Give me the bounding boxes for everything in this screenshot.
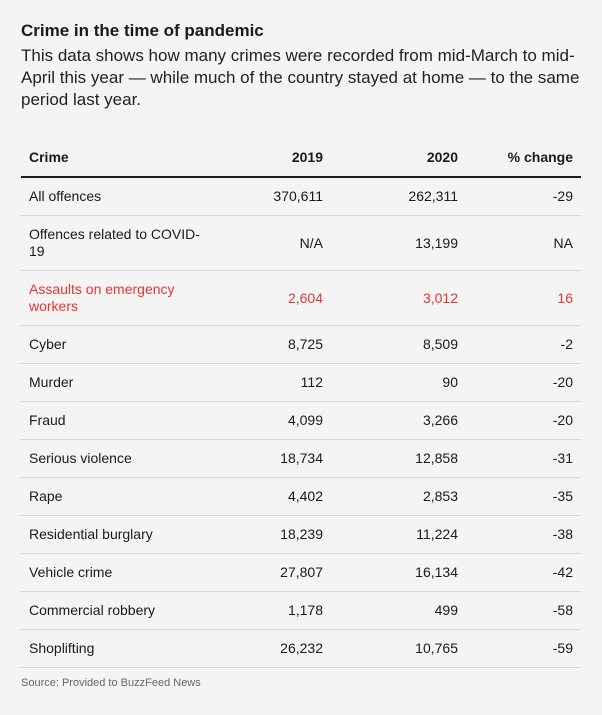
cell-2020: 3,012 xyxy=(331,270,466,326)
cell-2019: 8,725 xyxy=(211,325,331,364)
cell-2019: 4,099 xyxy=(211,401,331,440)
cell-2019: 18,239 xyxy=(211,515,331,554)
cell-2019: 18,734 xyxy=(211,439,331,478)
source-note: Source: Provided to BuzzFeed News xyxy=(21,677,201,689)
table-row: Vehicle crime 27,807 16,134 -42 xyxy=(21,553,581,592)
cell-2019: 1,178 xyxy=(211,591,331,630)
cell-crime: Murder xyxy=(21,363,211,402)
cell-percent-change: -58 xyxy=(466,591,581,630)
cell-crime: Cyber xyxy=(21,325,211,364)
table-row: Serious violence 18,734 12,858 -31 xyxy=(21,439,581,478)
table-row: Cyber 8,725 8,509 -2 xyxy=(21,325,581,364)
cell-2019: N/A xyxy=(211,215,331,271)
cell-percent-change: NA xyxy=(466,215,581,271)
cell-crime: Vehicle crime xyxy=(21,553,211,592)
chart-title: Crime in the time of pandemic xyxy=(21,21,264,40)
table-row: Commercial robbery 1,178 499 -58 xyxy=(21,591,581,630)
cell-crime: Fraud xyxy=(21,401,211,440)
cell-crime: Residential burglary xyxy=(21,515,211,554)
cell-crime: Assaults on emergency workers xyxy=(21,270,211,326)
cell-2019: 4,402 xyxy=(211,477,331,516)
cell-percent-change: -29 xyxy=(466,177,581,216)
cell-percent-change: -2 xyxy=(466,325,581,364)
cell-crime: Shoplifting xyxy=(21,629,211,668)
table-row: All offences 370,611 262,311 -29 xyxy=(21,177,581,216)
cell-2020: 11,224 xyxy=(331,515,466,554)
cell-2020: 12,858 xyxy=(331,439,466,478)
cell-2020: 8,509 xyxy=(331,325,466,364)
cell-crime: All offences xyxy=(21,177,211,216)
cell-2020: 2,853 xyxy=(331,477,466,516)
cell-percent-change: -35 xyxy=(466,477,581,516)
cell-2020: 16,134 xyxy=(331,553,466,592)
table-row: Shoplifting 26,232 10,765 -59 xyxy=(21,629,581,668)
cell-percent-change: -31 xyxy=(466,439,581,478)
table-row: Residential burglary 18,239 11,224 -38 xyxy=(21,515,581,554)
header-percent-change: % change xyxy=(466,138,581,178)
chart-container: Crime in the time of pandemic This data … xyxy=(21,20,581,668)
crime-table: Crime 2019 2020 % change All offences 370… xyxy=(21,138,581,668)
cell-crime: Rape xyxy=(21,477,211,516)
cell-crime: Offences related to COVID-19 xyxy=(21,215,211,271)
cell-2020: 10,765 xyxy=(331,629,466,668)
cell-crime: Serious violence xyxy=(21,439,211,478)
cell-2019: 370,611 xyxy=(211,177,331,216)
table-row: Assaults on emergency workers 2,604 3,012 1… xyxy=(21,270,581,326)
cell-percent-change: 16 xyxy=(466,270,581,326)
table-row: Murder 112 90 -20 xyxy=(21,363,581,402)
cell-2019: 112 xyxy=(211,363,331,402)
header-crime: Crime xyxy=(21,138,211,178)
cell-2020: 262,311 xyxy=(331,177,466,216)
chart-subtitle: This data shows how many crimes were rec… xyxy=(21,46,580,109)
cell-2019: 27,807 xyxy=(211,553,331,592)
table-row: Fraud 4,099 3,266 -20 xyxy=(21,401,581,440)
cell-2020: 499 xyxy=(331,591,466,630)
cell-crime: Commercial robbery xyxy=(21,591,211,630)
cell-percent-change: -59 xyxy=(466,629,581,668)
cell-percent-change: -38 xyxy=(466,515,581,554)
cell-percent-change: -42 xyxy=(466,553,581,592)
cell-percent-change: -20 xyxy=(466,363,581,402)
header-2019: 2019 xyxy=(211,138,331,178)
cell-2019: 26,232 xyxy=(211,629,331,668)
header-2020: 2020 xyxy=(331,138,466,178)
cell-2020: 3,266 xyxy=(331,401,466,440)
table-row: Offences related to COVID-19 N/A 13,199 NA xyxy=(21,215,581,271)
table-body: All offences 370,611 262,311 -29 Offences re… xyxy=(21,177,581,668)
cell-2019: 2,604 xyxy=(211,270,331,326)
cell-2020: 90 xyxy=(331,363,466,402)
cell-2020: 13,199 xyxy=(331,215,466,271)
table-row: Rape 4,402 2,853 -35 xyxy=(21,477,581,516)
table-header-row: Crime 2019 2020 % change xyxy=(21,138,581,178)
cell-percent-change: -20 xyxy=(466,401,581,440)
